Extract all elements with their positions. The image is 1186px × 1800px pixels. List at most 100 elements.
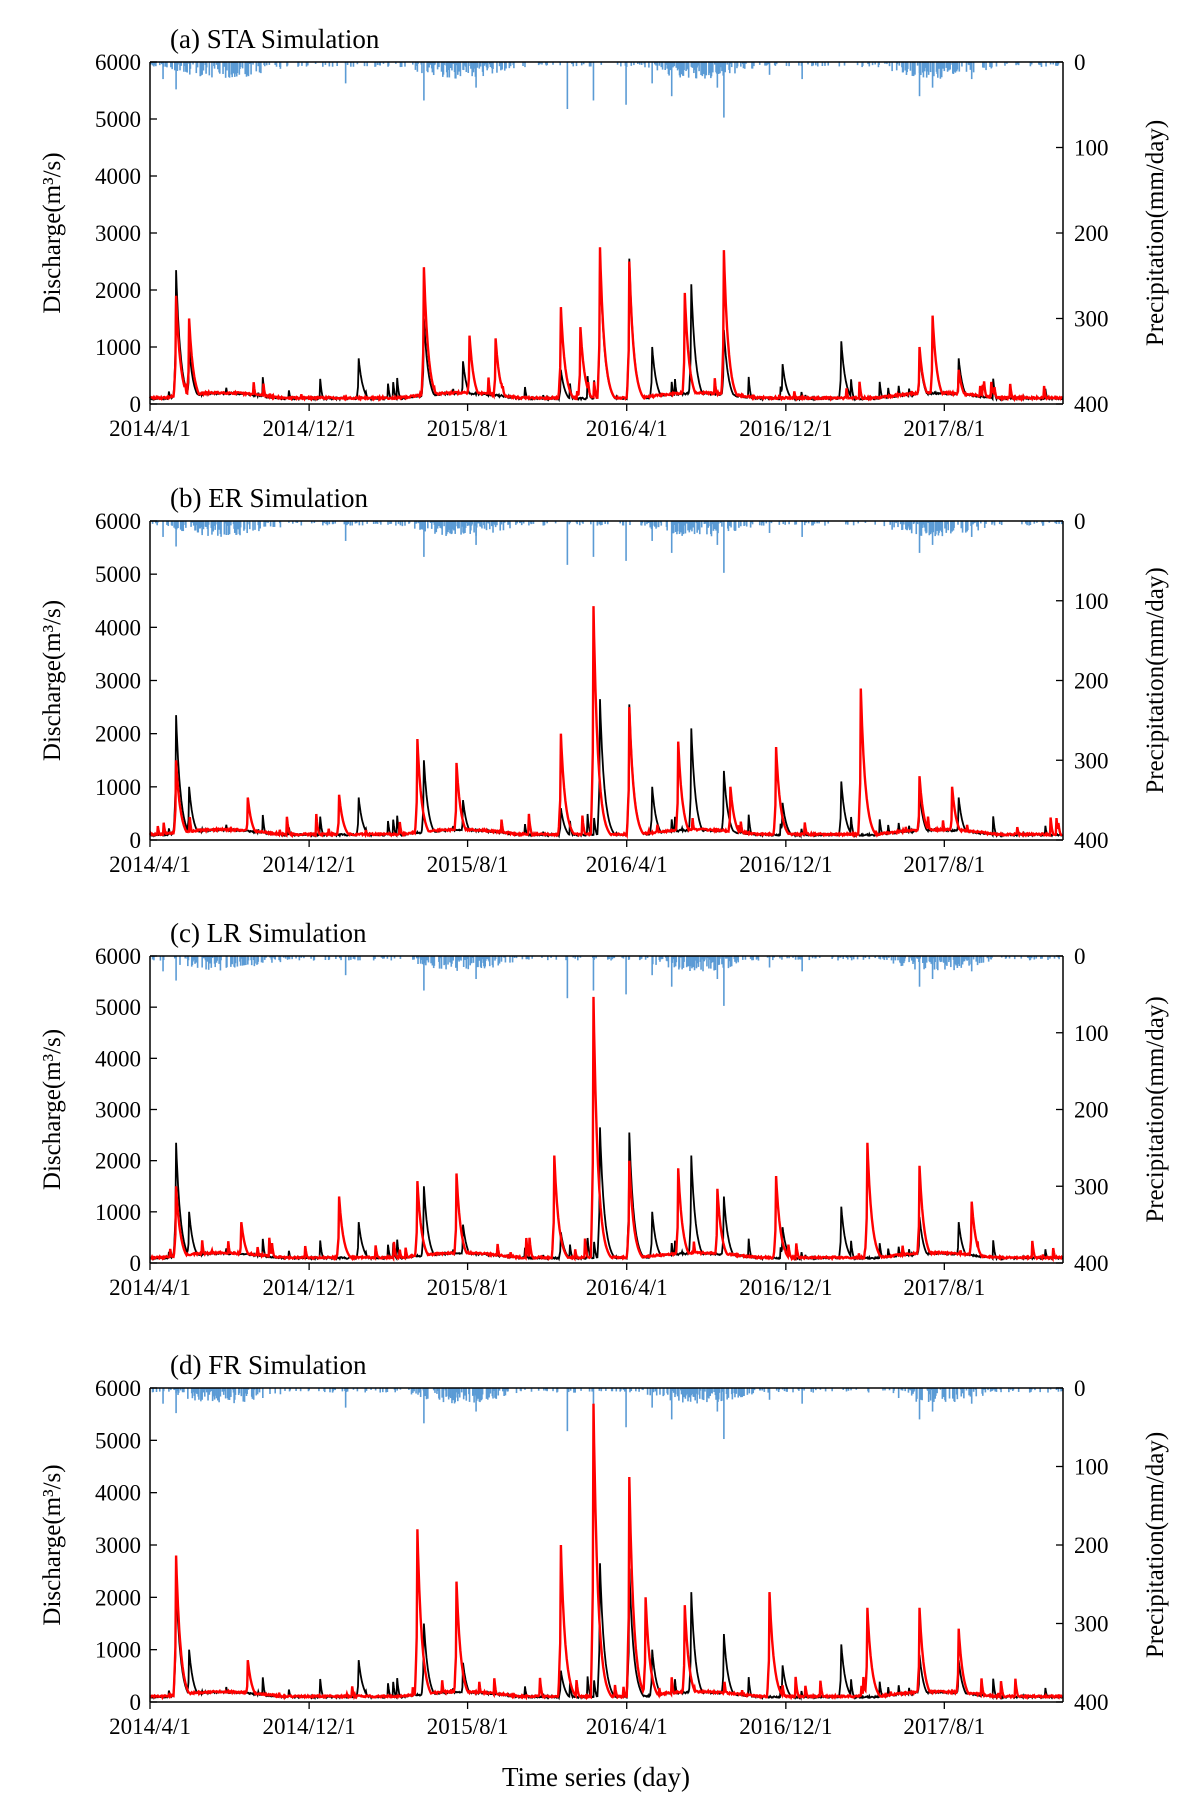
x-tick-label: 2016/4/1 [586,852,668,877]
y2-tick-label: 200 [1074,1533,1109,1558]
x-tick-label: 2015/8/1 [427,1714,509,1739]
x-tick-label: 2014/12/1 [262,1714,355,1739]
chart-panel-2: (b) ER Simulation01000200030004000500060… [39,483,1169,877]
y2-tick-label: 100 [1074,1021,1109,1046]
x-tick-label: 2017/8/1 [903,416,985,441]
y2-tick-label: 0 [1074,1376,1086,1401]
y-tick-label: 0 [130,392,142,417]
y2-tick-label: 200 [1074,1098,1109,1123]
simulated-discharge-line [148,247,1064,403]
y-tick-label: 5000 [95,107,141,132]
x-tick-label: 2014/4/1 [109,416,191,441]
y2-tick-label: 300 [1074,1174,1109,1199]
precipitation-series [151,1388,1064,1440]
y-tick-label: 0 [130,1690,142,1715]
y2-tick-label: 0 [1074,50,1086,75]
x-tick-label: 2017/8/1 [903,852,985,877]
observed-discharge-line [149,252,1064,403]
y2-tick-label: 400 [1074,1251,1109,1276]
panel-title: (c) LR Simulation [170,918,367,948]
y-tick-label: 1000 [95,1638,141,1663]
y-axis-title: Discharge(m³/s) [39,600,66,761]
y2-axis-title: Precipitation(mm/day) [1142,996,1169,1222]
y-tick-label: 2000 [95,1585,141,1610]
y-tick-label: 6000 [95,509,141,534]
y-tick-label: 3000 [95,1098,141,1123]
y-tick-label: 5000 [95,1428,141,1453]
y-tick-label: 2000 [95,722,141,747]
x-tick-label: 2016/4/1 [586,1714,668,1739]
x-tick-label: 2017/8/1 [903,1275,985,1300]
x-tick-label: 2014/12/1 [262,416,355,441]
y2-axis-title: Precipitation(mm/day) [1142,567,1169,793]
y-axis-title: Discharge(m³/s) [39,1464,66,1625]
y2-tick-label: 400 [1074,392,1109,417]
simulated-discharge-line [149,1403,1063,1701]
x-tick-label: 2016/12/1 [739,1275,832,1300]
x-tick-label: 2014/12/1 [262,852,355,877]
x-tick-label: 2015/8/1 [427,1275,509,1300]
y-axis-title: Discharge(m³/s) [39,1029,66,1190]
y2-tick-label: 400 [1074,1690,1109,1715]
x-tick-label: 2016/12/1 [739,852,832,877]
y-tick-label: 0 [130,828,142,853]
chart-panel-3: (c) LR Simulation01000200030004000500060… [39,918,1169,1300]
y-tick-label: 6000 [95,50,141,75]
y2-tick-label: 100 [1074,1455,1109,1480]
y-tick-label: 2000 [95,1149,141,1174]
y-tick-label: 5000 [95,562,141,587]
simulated-discharge-line [148,606,1063,840]
x-tick-label: 2016/12/1 [739,1714,832,1739]
y2-tick-label: 300 [1074,1612,1109,1637]
x-tick-label: 2016/12/1 [739,416,832,441]
y2-tick-label: 400 [1074,828,1109,853]
precipitation-series [151,956,1060,1006]
x-tick-label: 2014/4/1 [109,1275,191,1300]
y-tick-label: 1000 [95,335,141,360]
x-tick-label: 2015/8/1 [427,416,509,441]
y2-axis-title: Precipitation(mm/day) [1142,120,1169,346]
y-tick-label: 4000 [95,1481,141,1506]
x-tick-label: 2014/4/1 [109,852,191,877]
y2-tick-label: 0 [1074,944,1086,969]
y-tick-label: 6000 [95,944,141,969]
y-tick-label: 3000 [95,669,141,694]
x-tick-label: 2017/8/1 [903,1714,985,1739]
y-tick-label: 6000 [95,1376,141,1401]
y-tick-label: 1000 [95,775,141,800]
y-tick-label: 4000 [95,615,141,640]
chart-panel-1: (a) STA Simulation0100020003000400050006… [39,24,1169,441]
x-tick-label: 2014/4/1 [109,1714,191,1739]
y2-tick-label: 300 [1074,307,1109,332]
y-tick-label: 4000 [95,164,141,189]
x-tick-label: 2015/8/1 [427,852,509,877]
x-tick-label: 2014/12/1 [262,1275,355,1300]
x-tick-label: 2016/4/1 [586,416,668,441]
y-tick-label: 2000 [95,278,141,303]
simulated-discharge-line [149,996,1064,1263]
y2-axis-title: Precipitation(mm/day) [1142,1432,1169,1658]
panel-title: (b) ER Simulation [170,483,368,513]
panel-title: (d) FR Simulation [170,1350,367,1380]
y-tick-label: 3000 [95,221,141,246]
y2-tick-label: 100 [1074,589,1109,614]
y2-tick-label: 200 [1074,221,1109,246]
y-tick-label: 4000 [95,1046,141,1071]
precipitation-series [151,521,1063,573]
x-tick-label: 2016/4/1 [586,1275,668,1300]
y-tick-label: 1000 [95,1200,141,1225]
y2-tick-label: 100 [1074,136,1109,161]
y-axis-title: Discharge(m³/s) [39,152,66,313]
y2-tick-label: 300 [1074,748,1109,773]
x-axis-title: Time series (day) [502,1762,690,1792]
chart-panel-4: (d) FR Simulation01000200030004000500060… [39,1350,1169,1739]
panel-title: (a) STA Simulation [170,24,380,54]
y-tick-label: 5000 [95,995,141,1020]
precipitation-series [149,62,1060,118]
y-tick-label: 0 [130,1251,142,1276]
y2-tick-label: 200 [1074,669,1109,694]
observed-discharge-line [149,699,1064,839]
y-tick-label: 3000 [95,1533,141,1558]
y2-tick-label: 0 [1074,509,1086,534]
